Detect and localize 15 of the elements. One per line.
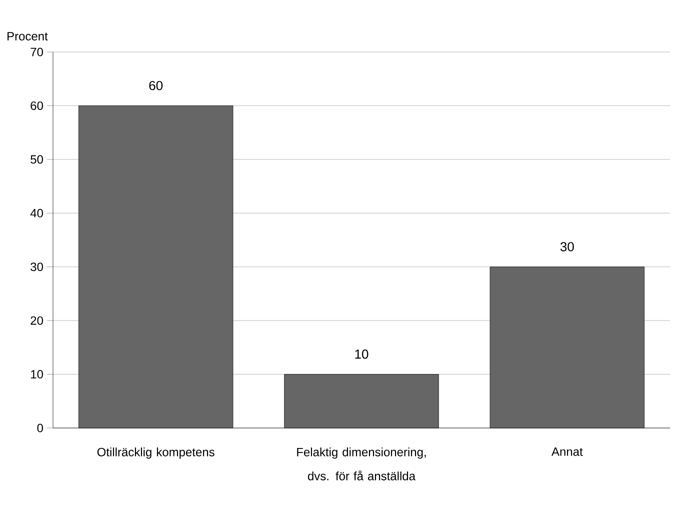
x-tick-label: Annat [552, 448, 583, 456]
y-tick-label: 60 [30, 101, 44, 110]
data-label: 10 [355, 350, 368, 359]
y-tick-label: 50 [30, 155, 44, 164]
data-label: 60 [149, 80, 163, 90]
y-axis-title: Procent [8, 32, 48, 40]
y-tick-label: 40 [30, 208, 44, 218]
x-tick-label: Otillräcklig kompetens [97, 448, 214, 459]
y-tick-label: 30 [30, 262, 44, 272]
y-tick-label: 70 [30, 48, 44, 56]
data-label: 30 [560, 242, 574, 252]
y-tick-label: 0 [37, 424, 44, 432]
y-tick-label: 20 [30, 316, 44, 325]
x-tick-label: Felaktig dimensionering, dvs. för få anställda [297, 448, 426, 480]
y-tick-label: 10 [31, 370, 44, 379]
